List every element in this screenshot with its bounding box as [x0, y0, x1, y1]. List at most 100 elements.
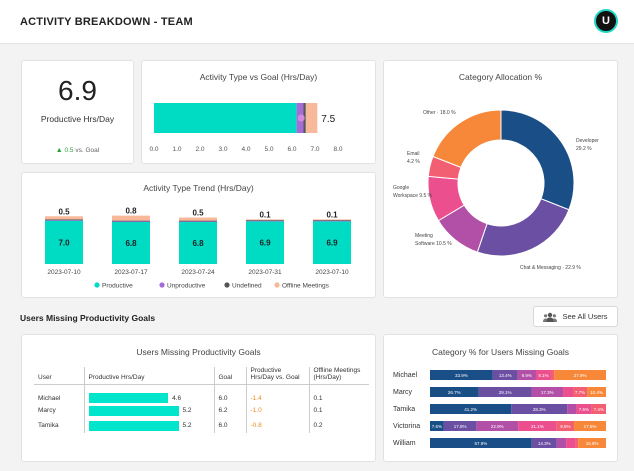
donut-label: Email	[407, 151, 420, 157]
category-segment-chat-messaging	[511, 404, 568, 414]
trend-offline-label: 0.8	[125, 207, 137, 216]
users-icon	[543, 312, 558, 322]
trend-productive-label: 6.9	[326, 239, 338, 248]
category-segment-email	[591, 404, 606, 414]
legend-marker-undefined	[224, 282, 230, 288]
trend-offline-label: 0.1	[326, 210, 338, 219]
productive-bar	[88, 420, 179, 431]
category-segment-meeting-software	[517, 370, 536, 380]
category-segment-label: 9.9%	[522, 373, 532, 378]
category-segment-label: 17.8%	[454, 424, 467, 429]
kpi-delta-suffix: vs. Goal	[75, 147, 100, 154]
see-all-users-label: See All Users	[562, 312, 608, 321]
users-table-title: Users Missing Productivity Goals	[136, 347, 261, 357]
trend-bar-undefined	[179, 220, 217, 222]
goal-bar-segment-offline-meetings	[305, 103, 318, 133]
category-segment-email	[550, 370, 555, 380]
category-segment-google-workspace	[576, 404, 592, 414]
category-segment-label: 10.4%	[590, 390, 603, 395]
donut-label: Meeting	[415, 233, 433, 239]
category-user-label: Victorina	[393, 423, 420, 430]
category-users-chart: Michael 33.9% 13.4% 9.9% 8.1% 27.9% Marcy 26.7%…	[393, 370, 606, 448]
activity-vs-goal-title: Activity Type vs Goal (Hrs/Day)	[199, 72, 318, 82]
user-name: Michael	[38, 394, 61, 402]
kpi-delta: ▲ 0.5 vs. Goal	[22, 147, 133, 154]
category-segment-label: 28.3%	[533, 407, 546, 412]
avatar[interactable]: U	[594, 9, 618, 33]
trend-bar-unproductive	[246, 220, 284, 222]
category-segment-developer	[430, 370, 493, 380]
category-segment-meeting-software	[476, 421, 519, 431]
trend-bar-productive	[45, 220, 83, 264]
trend-bar-undefined	[313, 219, 351, 221]
user-name: Tamika	[38, 422, 59, 429]
category-user-label: William	[393, 440, 416, 447]
category-segment-label: 17.3%	[541, 390, 554, 395]
category-segment-other	[587, 387, 606, 397]
x-tick-label: 4.0	[241, 146, 250, 153]
category-segment-label: 27.9%	[574, 373, 587, 378]
arrow-up-icon: ▲	[55, 147, 63, 154]
category-segment-label: 14.3%	[538, 441, 551, 446]
category-segment-other	[574, 421, 606, 431]
category-users-title: Category % for Users Missing Goals	[432, 347, 569, 357]
table-row[interactable]: Marcy 5.2 6.2 -1.0 0.1	[34, 403, 369, 418]
see-all-users-button[interactable]: See All Users	[533, 306, 618, 327]
legend-label: Productive	[102, 283, 133, 290]
goal-value: 6.0	[213, 418, 246, 433]
x-tick-label: 2023-07-10	[315, 269, 349, 276]
trend-bar-offline-meetings	[246, 219, 284, 221]
trend-bar-offline-meetings	[313, 219, 351, 221]
donut-label: Google	[393, 185, 409, 191]
x-tick-label: 2023-07-17	[114, 269, 148, 276]
trend-bar-unproductive	[313, 220, 351, 222]
trend-card: Activity Type Trend (Hrs/Day) 7.0 0.5 2023…	[21, 172, 376, 298]
table-row[interactable]: Michael 4.6 6.0 -1.4 0.1	[34, 384, 369, 403]
trend-title: Activity Type Trend (Hrs/Day)	[143, 183, 254, 193]
table-row[interactable]: Tamika 5.2 6.0 -0.8 0.2	[34, 418, 369, 433]
donut-slice-developer	[500, 109, 575, 211]
category-segment-email	[556, 421, 575, 431]
diff-value: -1.0	[245, 403, 309, 418]
allocation-donut-chart: Developer 29.2 % Chat & Messaging · 22.9 %…	[393, 109, 599, 271]
category-segment-label: 13.4%	[499, 373, 512, 378]
category-user-label: Marcy	[393, 389, 413, 396]
category-segment-developer	[430, 387, 479, 397]
x-tick-label: 2023-07-10	[47, 269, 81, 276]
category-segment-email	[575, 438, 579, 448]
x-tick-label: 0.0	[149, 146, 158, 153]
goal-value: 6.2	[213, 403, 246, 418]
trend-bar-undefined	[45, 219, 83, 221]
category-segment-label: 8.1%	[538, 373, 548, 378]
category-users-card: Category % for Users Missing Goals Micha…	[383, 334, 618, 462]
category-segment-developer	[430, 421, 444, 431]
donut-label: 29.2 %	[576, 146, 592, 152]
category-segment-email	[573, 387, 588, 397]
donut-label: Other · 18.0 %	[423, 110, 456, 116]
productive-value: 5.2	[182, 407, 192, 414]
productive-bar	[88, 393, 169, 403]
category-segment-label: 33.9%	[455, 373, 468, 378]
legend-marker-offline-meetings	[274, 282, 280, 288]
trend-productive-label: 7.0	[58, 238, 70, 247]
donut-label: Chat & Messaging · 22.9 %	[520, 265, 581, 271]
trend-bar-productive	[179, 221, 217, 264]
donut-label: 4.2 %	[407, 159, 420, 165]
x-tick-label: 7.0	[310, 146, 319, 153]
productive-value: 4.6	[172, 394, 182, 402]
trend-offline-label: 0.5	[58, 207, 70, 216]
user-name: Marcy	[38, 407, 56, 414]
goal-value: 6.0	[213, 384, 246, 403]
trend-bar-offline-meetings	[112, 215, 150, 221]
legend-label: Unproductive	[167, 283, 206, 290]
donut-slice-chat-messaging	[476, 198, 570, 257]
category-segment-google-workspace	[535, 370, 551, 380]
trend-bar-offline-meetings	[45, 216, 83, 220]
column-header-goal: Goal	[213, 367, 246, 385]
category-segment-label: 57.9%	[474, 441, 487, 446]
trend-bar-undefined	[246, 219, 284, 221]
activity-vs-goal-chart: 7.5 0.0 1.0 2.0 3.0 4.0 5.0 6.0 7.0 8.0	[149, 103, 343, 153]
trend-bar-productive	[313, 221, 351, 264]
category-segment-label: 7.6%	[432, 424, 442, 429]
legend-label: Offline Meetings	[282, 283, 330, 290]
